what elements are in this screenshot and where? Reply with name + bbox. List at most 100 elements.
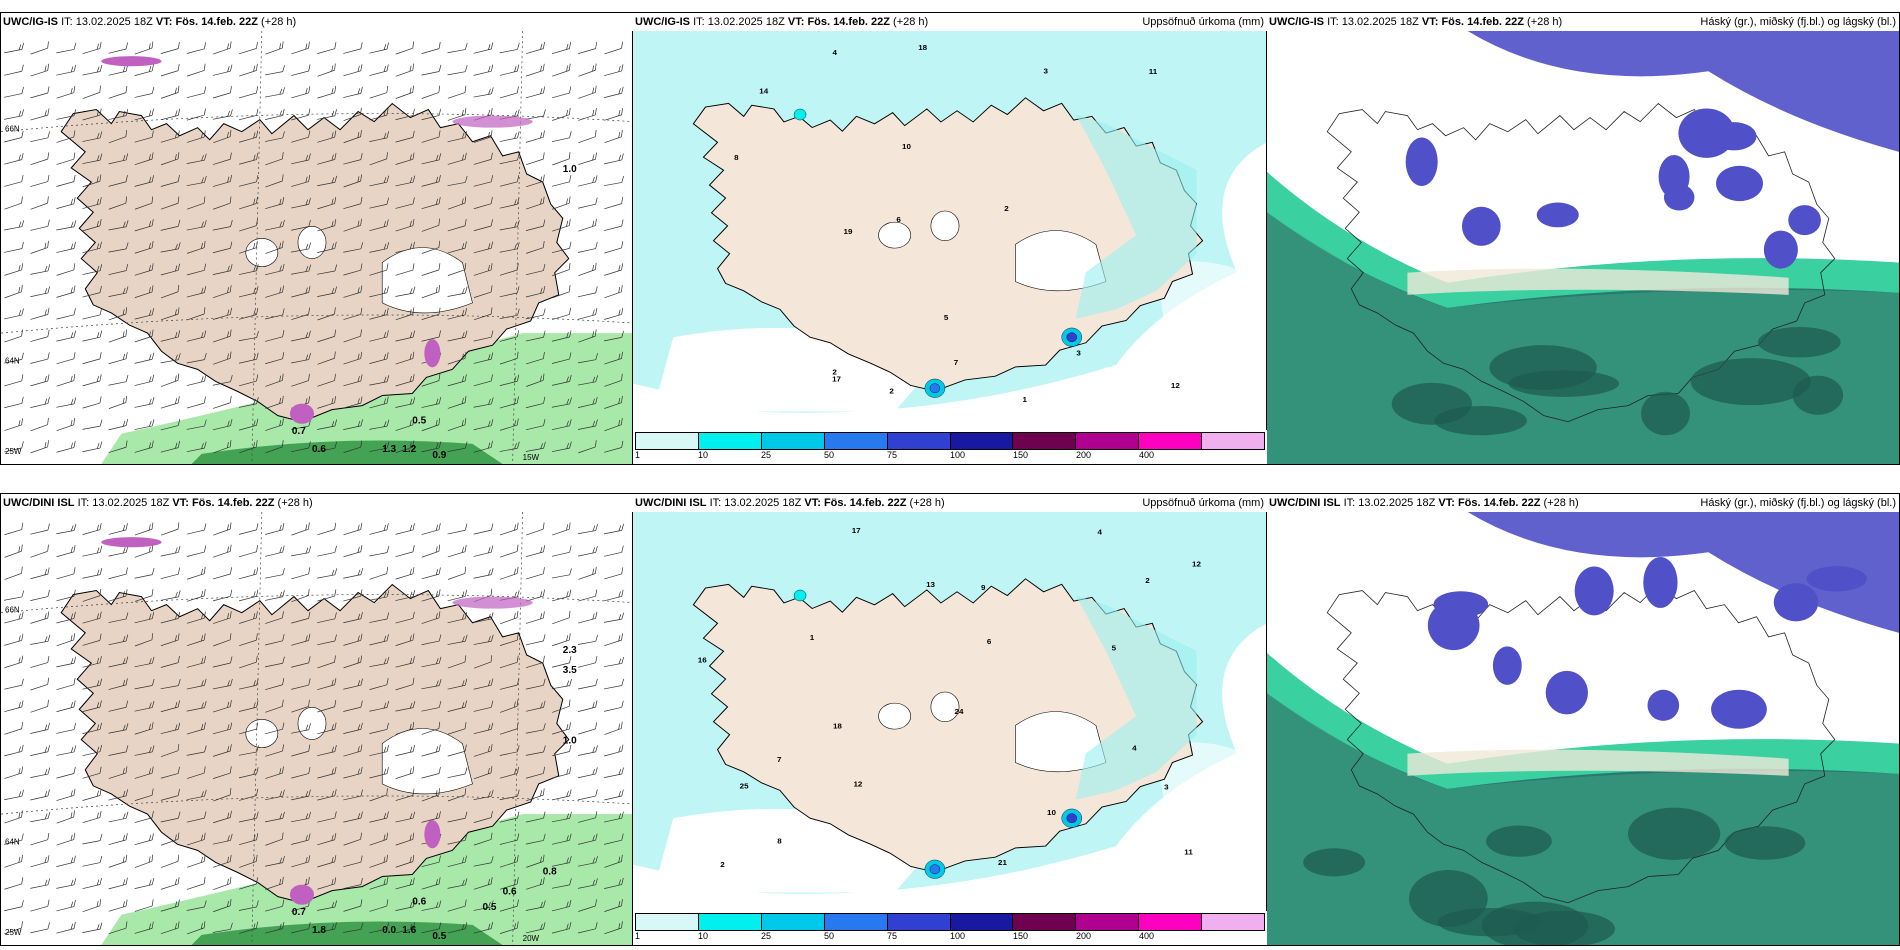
wind-barb-icon: [160, 590, 181, 601]
wind-barb-icon: [317, 655, 336, 669]
it-prefix: IT:: [709, 497, 722, 509]
wind-barb-icon: [421, 197, 441, 210]
wind-barb-icon: [4, 263, 24, 276]
wind-barb-icon: [238, 108, 259, 121]
wind-barb-icon: [317, 900, 338, 911]
wind-barb-icon: [603, 175, 625, 187]
wind-barb-icon: [30, 855, 50, 868]
wind-barb-icon: [395, 611, 415, 624]
wind-barb-icon: [473, 744, 493, 757]
wind-barb-icon: [4, 590, 25, 601]
wind-barb-icon: [4, 722, 24, 735]
wind-barb-icon: [160, 633, 180, 647]
glacier: [930, 691, 960, 722]
wind-barb-icon: [369, 700, 390, 712]
wind-barb-icon: [473, 352, 494, 364]
mid-cloud-patch: [1773, 583, 1819, 622]
wind-barb-icon: [265, 395, 284, 409]
wind-barb-icon: [160, 743, 180, 758]
wind-barb-icon: [82, 396, 102, 409]
wind-barb-icon: [212, 589, 233, 602]
wind-barb-icon: [265, 699, 284, 713]
colorbar-tick-label: 400: [1139, 450, 1155, 460]
wind-barb-icon: [56, 589, 76, 602]
wind-barb-icon: [160, 130, 180, 143]
wind-barb-icon: [473, 374, 493, 387]
wind-barb-icon: [4, 655, 24, 669]
wind-barb-icon: [160, 722, 181, 735]
wind-barb-icon: [290, 546, 312, 557]
wind-barb-icon: [30, 286, 50, 298]
wind-barb-icon: [291, 197, 311, 209]
wind-barb-icon: [525, 877, 545, 890]
it-prefix: IT:: [61, 16, 73, 28]
wind-barb-icon: [56, 810, 75, 824]
precip-value-label: 17: [832, 375, 841, 384]
wind-barb-icon: [291, 588, 310, 603]
wind-barb-icon: [4, 441, 24, 453]
wind-barb-icon: [134, 633, 154, 647]
wind-barb-icon: [525, 745, 546, 756]
wind-barb-icon: [447, 374, 467, 387]
wind-barb-icon: [108, 196, 128, 210]
wind-barb-icon: [447, 107, 467, 121]
mid-cloud-patch: [1711, 689, 1767, 729]
wind-barb-icon: [56, 285, 76, 298]
wind-barb-icon: [499, 899, 519, 912]
wind-barb-icon: [604, 744, 624, 757]
it-prefix: IT:: [1327, 16, 1339, 28]
wind-barb-icon: [82, 219, 102, 232]
wind-barb-icon: [577, 789, 598, 801]
wind-barb-icon: [395, 374, 415, 387]
wind-barb-icon: [395, 590, 416, 601]
map-area: 0.7 0.6 1.3 1.2 0.9 0.5 1.0 66N 64N 25W 15W: [1, 31, 633, 464]
wind-barb-icon: [499, 64, 520, 76]
mid-cloud-patch: [1405, 137, 1438, 186]
wind-barb-icon: [343, 285, 363, 298]
wind-barb-icon: [552, 41, 572, 54]
wind-barb-icon: [4, 921, 23, 935]
wind-barb-icon: [160, 108, 181, 121]
wind-barb-icon: [265, 766, 284, 779]
wind-barb-icon: [343, 589, 363, 602]
wind-barb-icon: [369, 263, 389, 276]
wind-barb-icon: [265, 440, 284, 454]
precip-value-label: 6: [987, 637, 992, 646]
wind-barb-icon: [499, 220, 520, 231]
wind-barb-icon: [421, 567, 441, 580]
wind-barb-icon: [317, 130, 337, 143]
wind-barb-icon: [82, 41, 102, 55]
wind-barb-icon: [317, 86, 337, 99]
wind-barb-icon: [134, 329, 154, 343]
mid-cloud-patch: [1574, 566, 1614, 616]
wind-barb-icon: [264, 656, 285, 668]
it-value: 13.02.2025 18Z: [1358, 497, 1436, 509]
precip-max: [929, 864, 941, 875]
wind-barb-icon: [525, 396, 546, 409]
wind-barb-icon: [160, 174, 180, 187]
wind-barb-icon: [56, 308, 76, 320]
wind-barb-icon: [291, 723, 311, 734]
wind-barb-icon: [604, 153, 624, 165]
snow-area: [101, 537, 162, 548]
wind-barb-icon: [4, 152, 24, 165]
wind-barb-icon: [369, 108, 389, 121]
wind-barb-icon: [82, 877, 102, 890]
latitude-line: [1, 594, 633, 614]
wind-barb-icon: [343, 107, 362, 122]
wind-barb-icon: [56, 921, 76, 934]
precip-value-label: 1: [1023, 396, 1028, 405]
panel-cloud-dini: UWC/DINI ISL IT: 13.02.2025 18Z VT: Fös.…: [1266, 493, 1900, 946]
panel-precip-dini: UWC/DINI ISL IT: 13.02.2025 18Z VT: Fös.…: [632, 493, 1268, 946]
mid-cloud-area: [1267, 31, 1899, 152]
wind-barb-icon: [343, 374, 363, 387]
mid-cloud-patch: [1763, 230, 1798, 269]
wind-barb-icon: [134, 833, 154, 846]
wind-barb-icon: [369, 922, 390, 934]
wind-barb-icon: [551, 679, 572, 690]
wind-barb-icon: [343, 922, 364, 933]
model-name: UWC/IG-IS: [3, 16, 58, 28]
snow-area: [452, 596, 533, 609]
longitude-line: [512, 512, 524, 945]
